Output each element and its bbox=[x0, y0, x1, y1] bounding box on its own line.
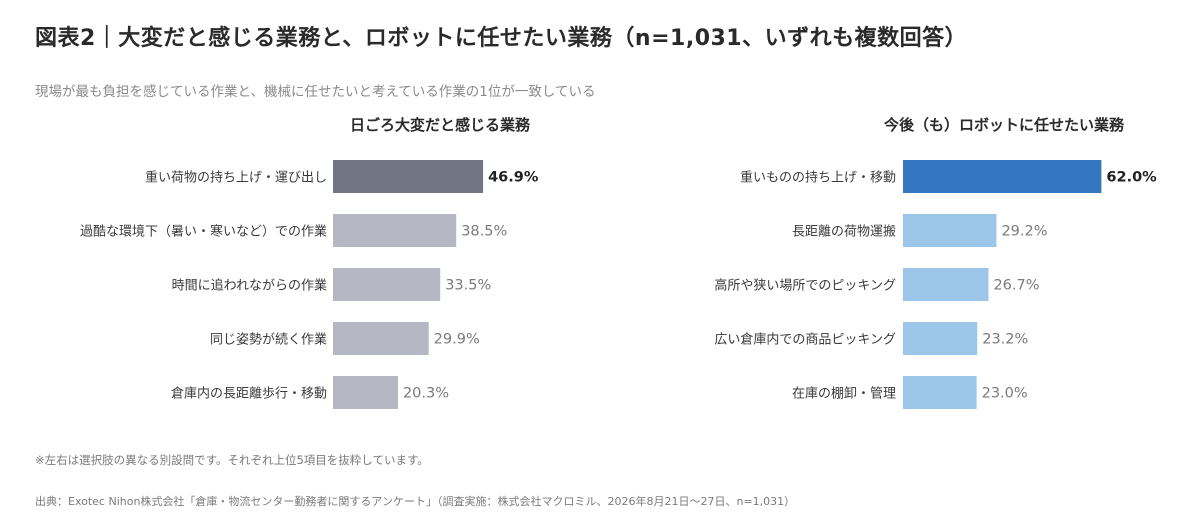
left-bar bbox=[333, 322, 429, 355]
right-value-label: 23.0% bbox=[982, 386, 1028, 402]
left-category-label: 時間に追われながらの作業 bbox=[172, 278, 327, 294]
right-value-label: 23.2% bbox=[982, 332, 1028, 348]
right-value-label: 29.2% bbox=[1001, 224, 1047, 240]
charts-area: 重い荷物の持ち上げ・運び出し 46.9% 過酷な環境下（暑い・寒いなど）での作業 38… bbox=[80, 160, 1157, 409]
right-bar bbox=[903, 268, 989, 301]
left-bar bbox=[333, 268, 441, 301]
right-value-label: 62.0% bbox=[1106, 170, 1157, 186]
left-category-label: 過酷な環境下（暑い・寒いなど）での作業 bbox=[80, 224, 327, 240]
footnote: ※左右は選択肢の異なる別設問です。それぞれ上位5項目を抜粋しています。 bbox=[35, 453, 429, 467]
right-bar bbox=[903, 160, 1102, 193]
right-category-label: 重いものの持ち上げ・移動 bbox=[740, 170, 896, 186]
left-value-label: 33.5% bbox=[445, 278, 491, 294]
left-value-label: 29.9% bbox=[434, 332, 480, 348]
right-bar bbox=[903, 376, 977, 409]
left-category-label: 倉庫内の長距離歩行・移動 bbox=[171, 386, 327, 402]
right-bar bbox=[903, 322, 978, 355]
right-category-label: 長距離の荷物運搬 bbox=[792, 225, 896, 240]
left-bar bbox=[333, 376, 398, 409]
right-category-label: 在庫の棚卸・管理 bbox=[792, 386, 896, 402]
right-chart-title: 今後（も）ロボットに任せたい業務 bbox=[884, 116, 1125, 134]
left-category-label: 重い荷物の持ち上げ・運び出し bbox=[145, 170, 327, 186]
left-chart-title: 日ごろ大変だと感じる業務 bbox=[350, 116, 531, 134]
left-value-label: 20.3% bbox=[403, 386, 449, 402]
figure-subtitle: 現場が最も負担を感じている作業と、機械に任せたいと考えている作業の1位が一致して… bbox=[35, 84, 596, 100]
right-bar bbox=[903, 214, 997, 247]
left-category-label: 同じ姿勢が続く作業 bbox=[210, 332, 327, 348]
left-value-label: 38.5% bbox=[461, 224, 507, 240]
right-category-label: 広い倉庫内での商品ピッキング bbox=[714, 332, 896, 348]
left-value-label: 46.9% bbox=[488, 170, 539, 186]
figure-title: 図表2｜大変だと感じる業務と、ロボットに任せたい業務（n=1,031、いずれも複… bbox=[35, 26, 968, 51]
source-citation: 出典：Exotec Nihon株式会社「倉庫・物流センター勤務者に関するアンケー… bbox=[35, 495, 796, 508]
left-bar bbox=[333, 160, 484, 193]
right-category-label: 高所や狭い場所でのピッキング bbox=[714, 278, 896, 294]
right-value-label: 26.7% bbox=[993, 278, 1039, 294]
left-bar bbox=[333, 214, 457, 247]
